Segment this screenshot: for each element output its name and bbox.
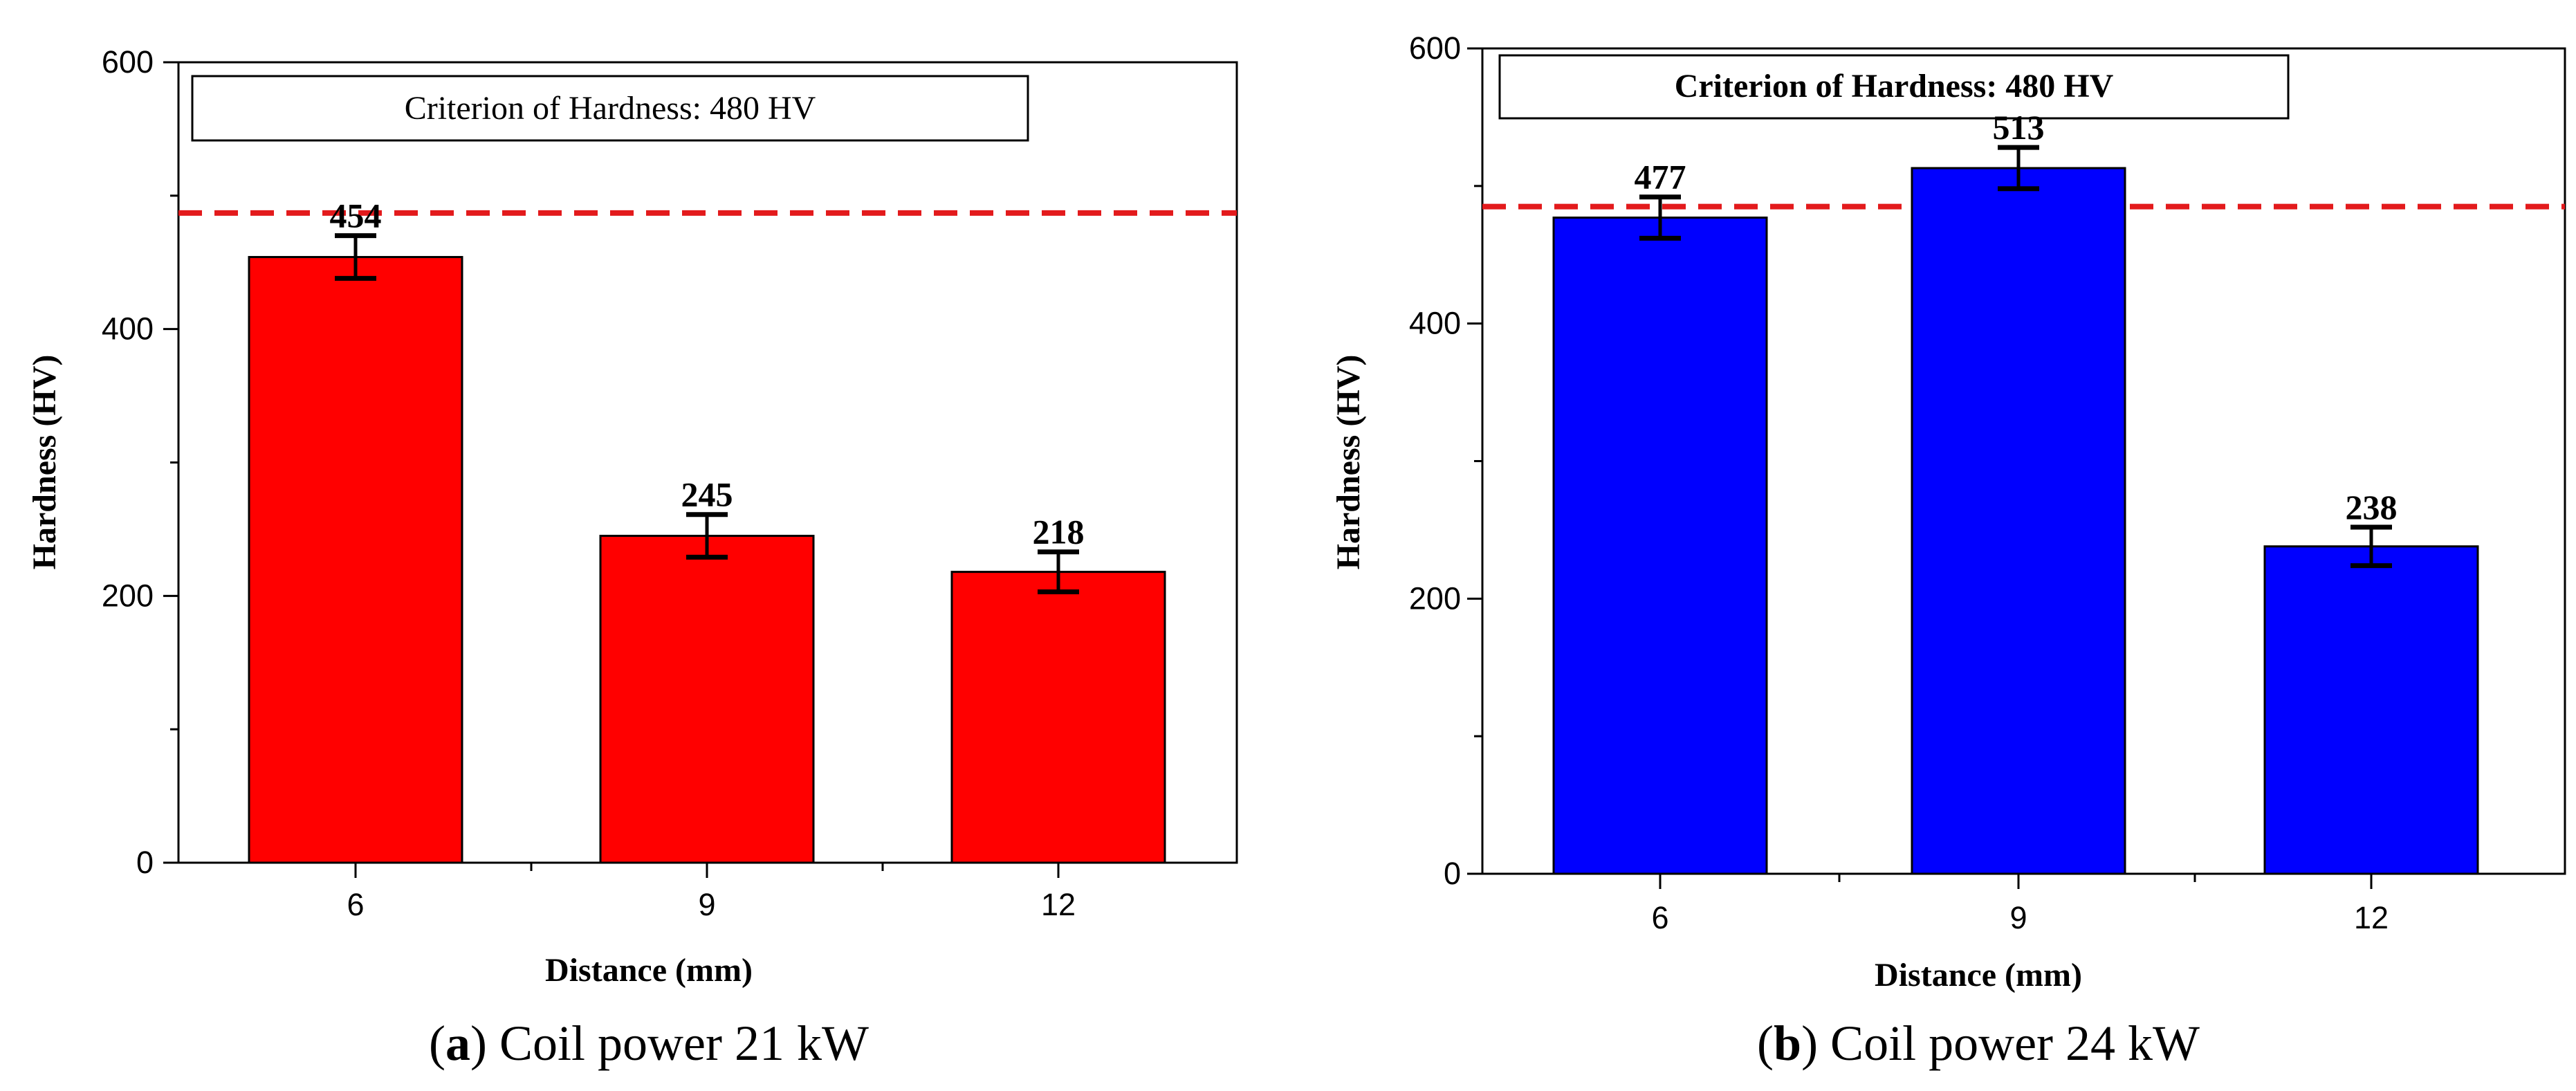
x-axis-title-b: Distance (mm): [1875, 957, 2082, 993]
y-tick-label: 400: [1409, 306, 1461, 341]
x-tick-label: 6: [347, 887, 364, 922]
chart-b: Criterion of Hardness: 480 HV 477 513 23…: [1330, 30, 2566, 1071]
caption-b: (b) Coil power 24 kW: [1757, 1016, 2200, 1071]
criterion-label-a: Criterion of Hardness: 480 HV: [405, 90, 816, 127]
error-bar: [2350, 524, 2392, 569]
error-bars-b: [1639, 145, 2392, 569]
y-axis-title-b: Hardness (HV): [1330, 355, 1367, 570]
tick-marks-a: [163, 61, 1060, 878]
y-tick-label: 200: [1409, 580, 1461, 616]
bar-12mm: [2263, 545, 2479, 875]
bar-value-label: 238: [2346, 488, 2398, 526]
chart-a: Criterion of Hardness: 480 HV 454 245 21…: [26, 44, 1238, 1071]
bar-6mm: [248, 256, 463, 864]
error-bar: [686, 512, 728, 560]
y-axis-ticks-b: 0 200 400 600: [1409, 30, 1461, 891]
y-tick-label: 600: [102, 44, 154, 80]
caption-letter-b: b: [1774, 1016, 1801, 1071]
y-tick-label: 200: [102, 578, 154, 613]
x-tick-label: 12: [2354, 900, 2389, 935]
x-tick-label: 9: [698, 887, 715, 922]
x-tick-label: 6: [1651, 900, 1668, 935]
x-tick-label: 12: [1041, 887, 1076, 922]
error-bars-a: [335, 233, 1079, 595]
bar-9mm: [1911, 167, 2126, 875]
y-axis-ticks-a: 0 200 400 600: [102, 44, 154, 880]
bar-value-labels-b: 477 513 238: [1635, 108, 2398, 526]
bars-a: [248, 256, 1166, 864]
error-bar: [1998, 145, 2039, 192]
bar-12mm: [950, 571, 1166, 864]
bar-value-label: 454: [330, 196, 382, 235]
bar-value-label: 218: [1033, 513, 1085, 551]
y-tick-label: 400: [102, 311, 154, 347]
y-tick-label: 0: [1444, 856, 1461, 891]
error-bar: [1038, 549, 1079, 595]
bar-value-label: 477: [1635, 158, 1686, 196]
error-bar: [1639, 194, 1681, 241]
bar-value-label: 245: [681, 475, 733, 514]
y-axis-title-a: Hardness (HV): [26, 355, 63, 570]
bar-value-label: 513: [1993, 108, 2045, 147]
bars-b: [1552, 167, 2479, 875]
caption-letter-a: a: [445, 1016, 470, 1071]
x-tick-label: 9: [2009, 900, 2027, 935]
error-bar: [335, 233, 376, 281]
bar-value-labels-a: 454 245 218: [330, 196, 1085, 551]
y-tick-label: 600: [1409, 30, 1461, 66]
caption-a: (a) Coil power 21 kW: [429, 1016, 869, 1071]
bar-9mm: [599, 535, 815, 864]
criterion-label-b: Criterion of Hardness: 480 HV: [1675, 68, 2114, 104]
bar-6mm: [1552, 217, 1768, 875]
tick-marks-b: [1467, 47, 2373, 889]
caption-text-b: Coil power 24 kW: [1830, 1016, 2200, 1071]
criterion-box-a: [191, 75, 1029, 142]
criterion-box-b: [1498, 54, 2290, 120]
x-axis-ticks-a: 6 9 12: [347, 887, 1076, 922]
x-axis-ticks-b: 6 9 12: [1651, 900, 2389, 935]
y-tick-label: 0: [136, 845, 154, 880]
x-axis-title-a: Distance (mm): [545, 952, 753, 989]
caption-text-a: Coil power 21 kW: [499, 1016, 869, 1071]
